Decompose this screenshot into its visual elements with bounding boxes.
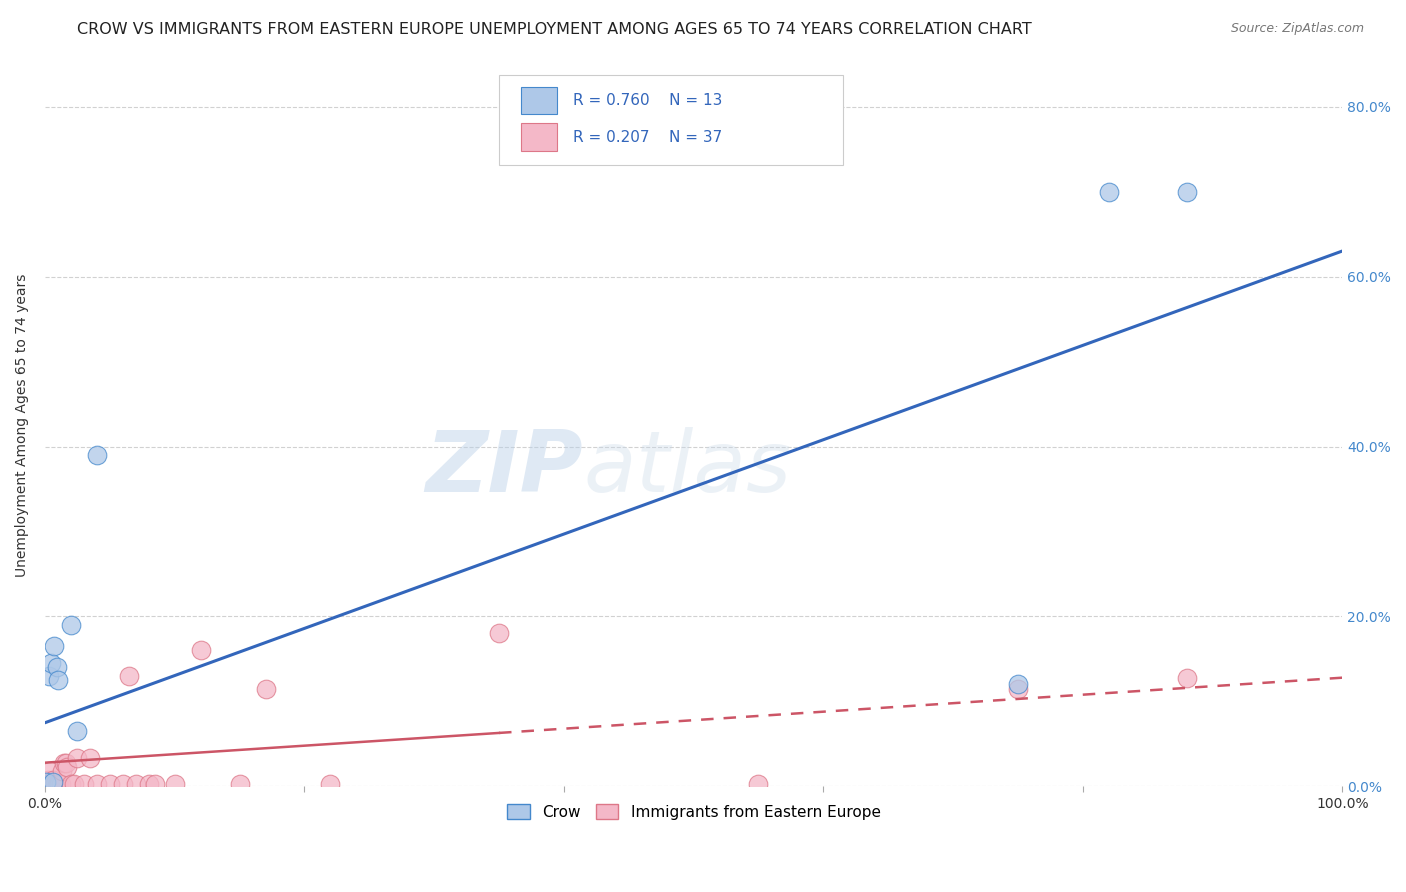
Point (66, 751, 89, 765)
Point (125, 777, 148, 791)
Point (228, 777, 250, 791)
Point (62, 777, 84, 791)
Point (747, 777, 769, 791)
Point (111, 777, 134, 791)
Point (42, 639, 65, 653)
Point (48, 777, 70, 791)
Point (55, 756, 77, 770)
Point (319, 777, 342, 791)
Point (73, 777, 96, 791)
FancyBboxPatch shape (522, 87, 557, 114)
Point (49, 777, 72, 791)
Point (1007, 677, 1029, 691)
Legend: Crow, Immigrants from Eastern Europe: Crow, Immigrants from Eastern Europe (501, 797, 887, 826)
Y-axis label: Unemployment Among Ages 65 to 74 years: Unemployment Among Ages 65 to 74 years (15, 274, 30, 577)
Point (66, 724, 89, 739)
Point (41, 657, 63, 671)
Point (37, 772, 59, 787)
Point (79, 751, 101, 765)
Text: CROW VS IMMIGRANTS FROM EASTERN EUROPE UNEMPLOYMENT AMONG AGES 65 TO 74 YEARS CO: CROW VS IMMIGRANTS FROM EASTERN EUROPE U… (77, 22, 1032, 37)
Point (38, 669, 60, 683)
Text: Source: ZipAtlas.com: Source: ZipAtlas.com (1230, 22, 1364, 36)
Point (138, 777, 160, 791)
Point (1098, 185, 1121, 199)
Point (39, 764, 62, 779)
FancyBboxPatch shape (499, 75, 842, 165)
Point (1007, 681, 1029, 696)
FancyBboxPatch shape (522, 123, 557, 151)
Text: ZIP: ZIP (426, 427, 583, 510)
Point (46, 777, 69, 791)
Point (42, 772, 65, 787)
Point (46, 673, 69, 688)
Point (53, 756, 76, 770)
Point (59, 777, 82, 791)
Point (163, 777, 186, 791)
Text: atlas: atlas (583, 427, 792, 510)
Point (59, 618, 82, 632)
Point (42, 777, 65, 791)
Point (35, 775, 58, 789)
Point (488, 626, 510, 640)
Text: R = 0.760    N = 13: R = 0.760 N = 13 (574, 93, 723, 108)
Point (1175, 185, 1198, 199)
Point (86, 777, 108, 791)
Point (118, 669, 141, 683)
Point (51, 764, 73, 779)
Point (1175, 671, 1198, 685)
Point (42, 775, 65, 789)
Point (38, 777, 60, 791)
Point (44, 777, 66, 791)
Point (35, 775, 58, 789)
Point (86, 448, 108, 462)
Point (254, 681, 277, 696)
Point (41, 777, 63, 791)
Point (56, 760, 79, 774)
Point (98, 777, 121, 791)
Point (190, 643, 212, 657)
Point (45, 777, 67, 791)
Point (143, 777, 166, 791)
Point (45, 660, 67, 674)
Text: R = 0.207    N = 37: R = 0.207 N = 37 (574, 129, 723, 145)
